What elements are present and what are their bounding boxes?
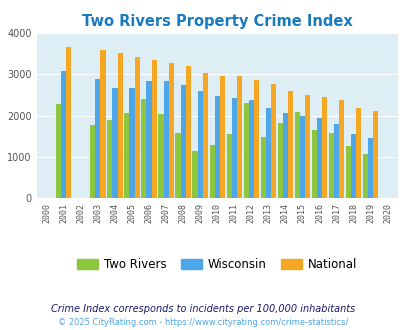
Bar: [185, 66, 190, 198]
Bar: [151, 60, 156, 198]
Bar: [66, 48, 71, 198]
Bar: [270, 84, 275, 198]
Bar: [260, 137, 265, 198]
Bar: [265, 109, 270, 198]
Bar: [304, 95, 309, 198]
Bar: [124, 113, 129, 198]
Bar: [56, 104, 61, 198]
Bar: [253, 80, 258, 198]
Bar: [129, 88, 134, 198]
Bar: [248, 100, 253, 198]
Bar: [158, 114, 163, 198]
Bar: [219, 76, 224, 198]
Bar: [117, 53, 122, 198]
Bar: [333, 124, 338, 198]
Bar: [202, 73, 207, 198]
Bar: [367, 138, 372, 198]
Bar: [243, 103, 248, 198]
Bar: [90, 125, 95, 198]
Bar: [163, 81, 168, 198]
Bar: [316, 118, 321, 198]
Bar: [168, 63, 173, 198]
Bar: [277, 123, 282, 198]
Bar: [134, 56, 139, 198]
Bar: [311, 130, 316, 198]
Bar: [236, 76, 241, 198]
Text: © 2025 CityRating.com - https://www.cityrating.com/crime-statistics/: © 2025 CityRating.com - https://www.city…: [58, 318, 347, 327]
Legend: Two Rivers, Wisconsin, National: Two Rivers, Wisconsin, National: [72, 253, 361, 276]
Bar: [287, 91, 292, 198]
Bar: [355, 108, 360, 198]
Bar: [192, 151, 197, 198]
Bar: [282, 113, 287, 198]
Bar: [328, 133, 333, 198]
Bar: [107, 120, 112, 198]
Text: Crime Index corresponds to incidents per 100,000 inhabitants: Crime Index corresponds to incidents per…: [51, 304, 354, 314]
Bar: [231, 98, 236, 198]
Bar: [350, 134, 355, 198]
Bar: [362, 154, 367, 198]
Bar: [112, 88, 117, 198]
Bar: [345, 147, 350, 198]
Bar: [100, 50, 105, 198]
Bar: [299, 116, 304, 198]
Bar: [175, 133, 180, 198]
Bar: [294, 112, 299, 198]
Bar: [61, 71, 66, 198]
Bar: [372, 112, 377, 198]
Title: Two Rivers Property Crime Index: Two Rivers Property Crime Index: [82, 14, 352, 29]
Bar: [209, 145, 214, 198]
Bar: [197, 91, 202, 198]
Bar: [95, 79, 100, 198]
Bar: [214, 96, 219, 198]
Bar: [146, 81, 151, 198]
Bar: [226, 134, 231, 198]
Bar: [180, 85, 185, 198]
Bar: [141, 99, 146, 198]
Bar: [338, 100, 343, 198]
Bar: [321, 97, 326, 198]
